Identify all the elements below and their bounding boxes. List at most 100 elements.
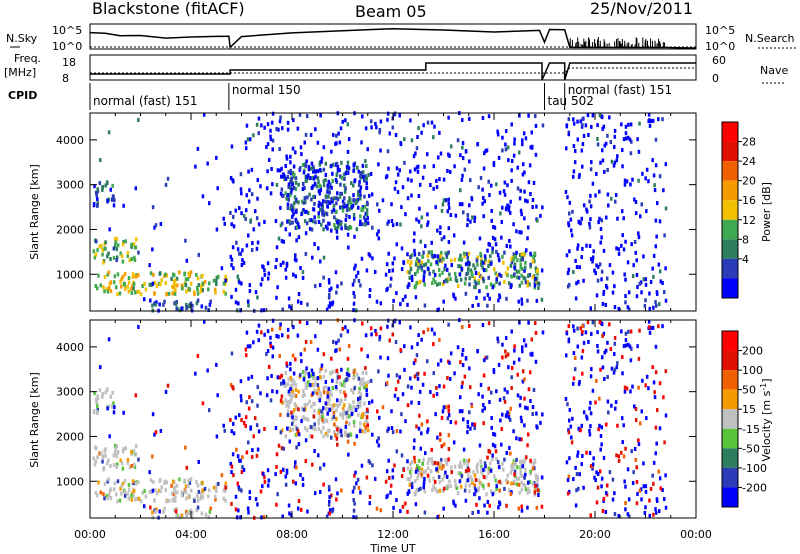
power-cell [172,279,176,284]
velocity-cell [620,329,623,334]
power-cell [385,174,389,179]
power-cell [356,165,359,170]
velocity-cell [472,470,475,475]
velocity-cell [566,491,570,496]
velocity-cell [120,461,124,466]
velocity-cell [132,493,135,498]
power-cell [115,237,119,242]
power-cell [335,290,338,295]
power-cell [102,285,105,290]
power-cell [302,200,306,205]
velocity-cell [271,389,274,394]
velocity-cell [413,438,416,443]
velocity-cell [134,497,137,502]
power-cell [317,211,321,216]
power-cell [507,158,510,163]
velocity-cell [296,429,300,434]
velocity-cell [153,487,157,492]
velocity-cell [637,438,640,443]
power-cell [291,171,295,176]
power-cell [222,216,225,221]
velocity-cell [172,492,176,497]
power-cell [434,205,437,210]
power-cell [310,227,314,232]
velocity-cell [497,362,501,367]
velocity-cell [631,384,634,389]
power-cell [303,196,307,201]
velocity-cell [352,498,355,503]
velocity-cell [415,464,419,469]
power-cell [475,258,479,263]
power-cell [260,308,263,313]
power-cell [113,244,117,249]
power-cell [115,247,119,252]
power-cell [417,251,421,256]
power-cell [294,253,297,258]
power-cell [391,125,395,130]
power-cell [520,301,524,306]
power-cell [534,266,538,271]
velocity-cell [339,333,343,338]
power-cell [114,240,117,245]
power-cell [290,214,294,219]
velocity-cell [353,441,356,446]
power-cell [640,202,644,207]
velocity-cell [500,480,503,485]
power-cell [459,253,462,258]
power-cell [301,187,305,192]
power-cell [519,262,523,267]
power-cell [426,212,429,217]
velocity-cell [93,462,97,467]
power-cell [152,272,155,277]
velocity-cell [212,485,216,490]
power-cell [505,296,508,301]
power-cell [612,163,616,168]
velocity-cell [664,473,667,478]
velocity-cell [342,409,346,414]
velocity-cell [350,388,353,393]
velocity-cell [113,405,116,410]
power-cell [444,278,448,283]
velocity-cell [588,451,592,456]
velocity-cell [640,409,644,414]
velocity-cell [340,382,344,387]
power-cell [478,273,482,278]
velocity-cell [529,458,532,463]
power-cell [247,233,250,238]
velocity-cell [588,406,591,411]
power-ylabel: Slant Range [km] [28,164,41,260]
power-cell [391,261,395,266]
velocity-cell [155,507,158,512]
velocity-cell [634,457,637,462]
power-cell [453,164,456,169]
velocity-cell [399,429,402,434]
velocity-cell [488,449,492,454]
power-cell [657,262,661,267]
velocity-cell [236,454,240,459]
power-cell [288,232,292,237]
velocity-cell [509,451,512,456]
velocity-cell [269,335,272,340]
velocity-cell [163,506,166,511]
power-cell [229,254,233,259]
velocity-cell [97,480,100,485]
velocity-cell [518,437,521,442]
velocity-cell [496,339,500,344]
power-cell [517,299,520,304]
power-cell [523,216,526,221]
power-cell [639,214,642,219]
power-cell [440,208,444,213]
power-cell [291,182,294,187]
velocity-cell [336,398,339,403]
power-cell [398,113,401,118]
velocity-cell [534,483,537,488]
power-cell [585,209,589,214]
velocity-cell [572,324,575,329]
power-cell [627,135,630,140]
power-cell [201,281,205,286]
power-cell [523,268,526,273]
velocity-cell [502,396,506,401]
velocity-cell [533,459,537,464]
velocity-cell [500,442,503,447]
power-cell [387,251,390,256]
